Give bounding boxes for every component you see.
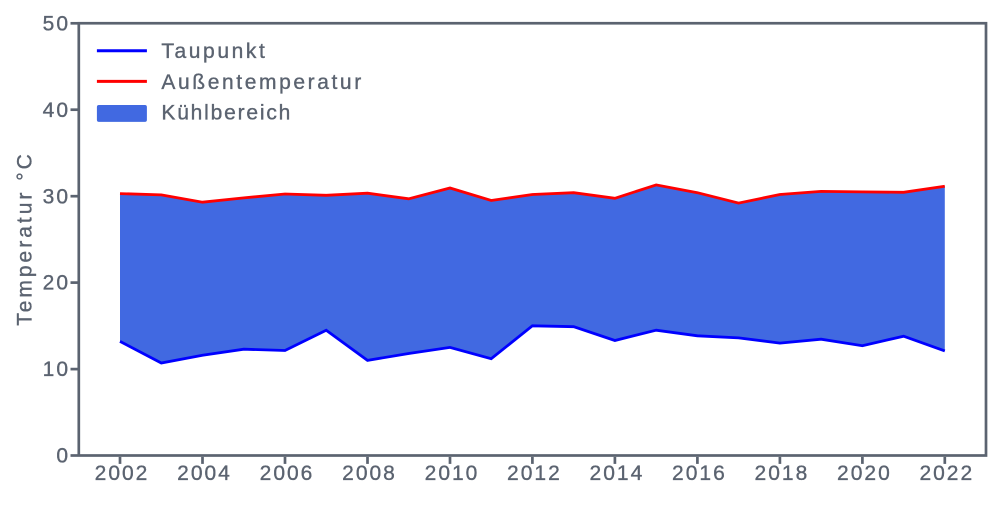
- svg-text:Kühlbereich: Kühlbereich: [161, 102, 292, 125]
- svg-text:2018: 2018: [755, 462, 810, 485]
- svg-text:10: 10: [43, 358, 70, 381]
- svg-text:2014: 2014: [590, 462, 645, 485]
- svg-text:2020: 2020: [837, 462, 892, 485]
- svg-text:Außentemperatur: Außentemperatur: [161, 71, 363, 94]
- svg-text:20: 20: [43, 272, 70, 295]
- svg-text:2008: 2008: [342, 462, 397, 485]
- svg-text:2002: 2002: [95, 462, 150, 485]
- svg-text:Taupunkt: Taupunkt: [161, 40, 267, 63]
- svg-text:2022: 2022: [919, 462, 974, 485]
- svg-text:2004: 2004: [177, 462, 232, 485]
- svg-text:2010: 2010: [425, 462, 480, 485]
- svg-text:Temperatur °C: Temperatur °C: [14, 151, 37, 326]
- svg-text:40: 40: [43, 99, 70, 122]
- svg-text:2016: 2016: [672, 462, 727, 485]
- svg-text:2006: 2006: [260, 462, 315, 485]
- svg-text:50: 50: [43, 12, 70, 35]
- svg-text:2012: 2012: [507, 462, 562, 485]
- svg-text:30: 30: [43, 185, 70, 208]
- svg-text:0: 0: [56, 445, 70, 468]
